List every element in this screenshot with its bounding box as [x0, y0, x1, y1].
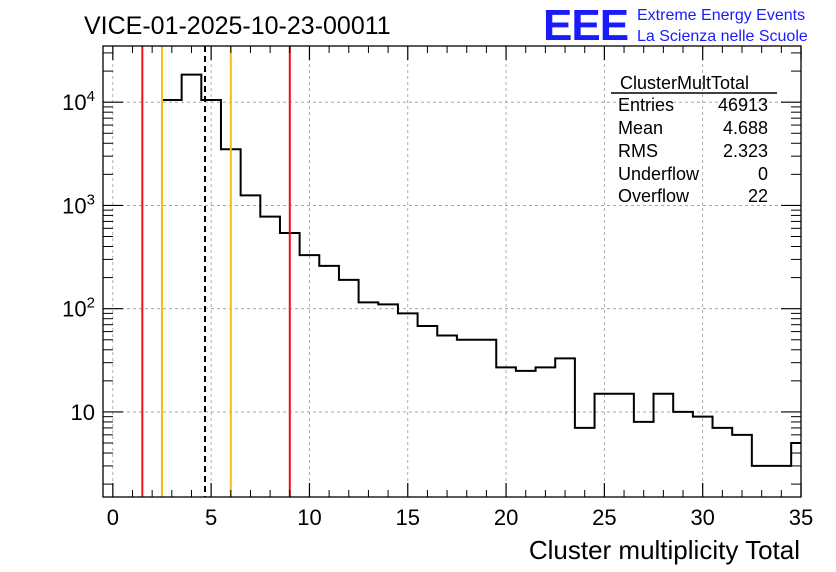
stats-value-overflow: 22 — [748, 186, 768, 206]
y-tick-label: 103 — [62, 191, 95, 218]
x-tick-label: 20 — [494, 505, 518, 530]
stats-label-mean: Mean — [618, 118, 663, 138]
histogram-series — [160, 73, 801, 497]
x-tick-label: 35 — [789, 505, 813, 530]
y-tick-label: 10 — [71, 400, 95, 425]
stats-label-underflow: Underflow — [618, 164, 700, 184]
x-tick-label: 15 — [396, 505, 420, 530]
stats-label-entries: Entries — [618, 95, 674, 115]
run-title: VICE-01-2025-10-23-00011 — [84, 12, 391, 40]
histogram-bin — [673, 412, 693, 497]
histogram-bin — [418, 326, 438, 497]
stats-box: ClusterMultTotal Entries 46913 Mean 4.68… — [611, 73, 777, 206]
x-tick-label: 0 — [107, 505, 119, 530]
histogram-bin — [457, 340, 477, 497]
histogram-bin — [595, 394, 615, 497]
histogram-bin — [713, 428, 733, 497]
x-axis-label: Cluster multiplicity Total — [529, 535, 800, 565]
stats-value-underflow: 0 — [758, 164, 768, 184]
grid-lines — [103, 46, 802, 497]
marker-lines — [141, 46, 291, 497]
histogram-bin — [162, 100, 182, 497]
eee-logo: EEE Extreme Energy Events La Scienza nel… — [543, 1, 808, 50]
histogram-bin — [241, 195, 261, 497]
histogram-bin — [319, 266, 339, 497]
histogram-bin — [260, 217, 280, 497]
histogram-bin — [477, 340, 497, 497]
plot-frame — [102, 45, 802, 498]
stats-label-rms: RMS — [618, 141, 658, 161]
histogram-bin — [732, 435, 752, 497]
stats-title: ClusterMultTotal — [620, 73, 749, 93]
histogram-bin — [378, 304, 398, 497]
stats-value-mean: 4.688 — [723, 118, 768, 138]
stats-value-entries: 46913 — [718, 95, 768, 115]
histogram-bin — [182, 75, 202, 497]
axes: 0 5 10 15 20 25 30 35 10 102 103 104 — [62, 46, 813, 530]
histogram-bin — [536, 367, 556, 497]
histogram-bin — [300, 255, 320, 497]
histogram-bin — [437, 335, 457, 497]
histogram-bin — [359, 302, 379, 497]
histogram-bin — [634, 422, 654, 497]
logo-line-2: La Scienza nelle Scuole — [637, 28, 808, 45]
stats-value-rms: 2.323 — [723, 141, 768, 161]
histogram-outline — [160, 73, 801, 497]
logo-line-1: Extreme Energy Events — [637, 7, 805, 24]
histogram-bin — [791, 443, 801, 497]
x-tick-label: 30 — [690, 505, 714, 530]
y-tick-label: 102 — [62, 295, 95, 322]
histogram-bin — [496, 367, 516, 497]
x-tick-label: 25 — [592, 505, 616, 530]
histogram-bin — [516, 371, 536, 497]
x-tick-label: 5 — [205, 505, 217, 530]
eee-logo-text: EEE — [543, 1, 628, 50]
histogram-bin — [614, 394, 634, 497]
stats-label-overflow: Overflow — [618, 186, 690, 206]
histogram-bin — [575, 428, 595, 497]
y-tick-label: 104 — [62, 88, 95, 115]
histogram-bin — [555, 358, 575, 497]
histogram-bin — [339, 280, 359, 497]
histogram-bin — [398, 313, 418, 497]
histogram-bin — [654, 394, 674, 497]
x-tick-label: 10 — [297, 505, 321, 530]
